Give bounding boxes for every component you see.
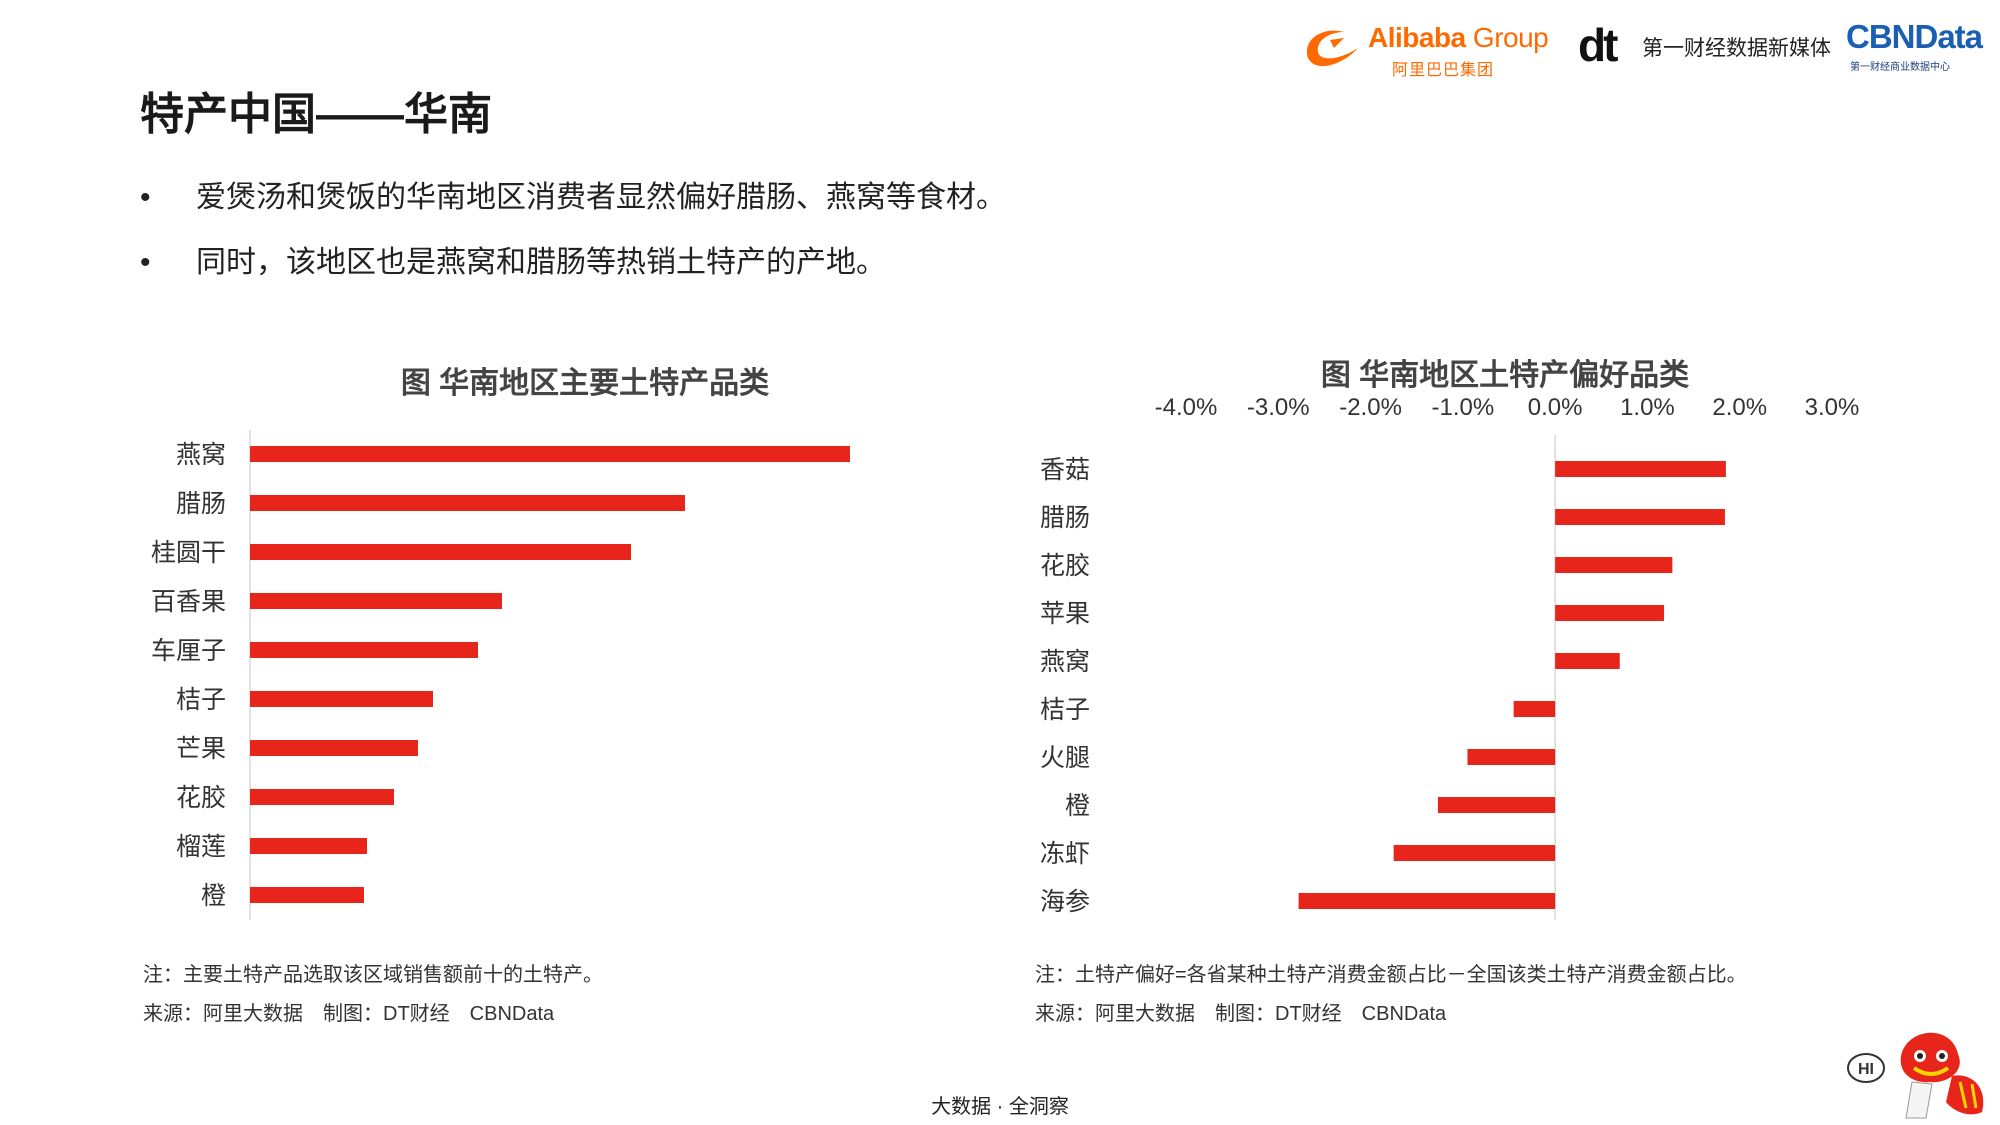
bullet-2: • 同时，该地区也是燕窝和腊肠等热销土特产的产地。: [140, 237, 886, 281]
bullet-dot: •: [140, 181, 151, 214]
left-chart-bar: [250, 691, 433, 707]
bullet-dot: •: [140, 246, 151, 279]
right-chart-title: 图 华南地区土特产偏好品类: [1320, 359, 1690, 392]
right-chart-category-label: 香菇: [1040, 456, 1090, 484]
bullet-1-text: 爱煲汤和煲饭的华南地区消费者显然偏好腊肠、燕窝等食材。: [196, 181, 1006, 214]
alibaba-group-logo: Alibaba Group 阿里巴巴集团: [1300, 18, 1562, 79]
cbndata-subtitle: 第一财经商业数据中心: [1850, 62, 1950, 73]
right-chart-source: 来源：阿里大数据 制图：DT财经 CBNData: [1035, 1003, 1447, 1025]
left-chart-category-label: 桂圆干: [151, 539, 226, 567]
left-chart-category-label: 腊肠: [176, 490, 226, 518]
left-chart-bar: [250, 740, 418, 756]
left-chart-source: 来源：阿里大数据 制图：DT财经 CBNData: [143, 1003, 555, 1025]
right-chart-tick-label: -3.0%: [1247, 394, 1310, 421]
alibaba-smile-icon: [1306, 30, 1358, 67]
cbndata-wordmark: CBNData: [1846, 18, 1983, 55]
left-chart-bar: [250, 446, 850, 462]
right-chart-category-label: 橙: [1065, 792, 1090, 820]
right-chart-bar: [1298, 893, 1556, 909]
left-chart-category-label: 车厘子: [151, 637, 226, 665]
mascot-speech-text: HI: [1858, 1061, 1874, 1078]
alibaba-group-word: Group: [1472, 22, 1549, 53]
right-chart-bar: [1437, 797, 1556, 813]
right-chart-bar: [1467, 749, 1556, 765]
left-chart-bar: [250, 887, 364, 903]
right-chart-tick-label: 2.0%: [1712, 394, 1767, 421]
page-title: 特产中国——华南: [140, 90, 492, 139]
right-chart-bar: [1555, 557, 1673, 573]
lion-mascot-icon: HI: [1847, 1032, 1984, 1119]
left-chart-bar: [250, 642, 478, 658]
left-chart-category-label: 橙: [201, 882, 226, 910]
left-chart-bar: [250, 838, 367, 854]
right-chart-category-label: 海参: [1040, 888, 1090, 916]
bullet-2-text: 同时，该地区也是燕窝和腊肠等热销土特产的产地。: [196, 246, 886, 279]
dt-text: 第一财经数据新媒体: [1642, 37, 1831, 60]
right-chart-tick-label: 3.0%: [1805, 394, 1860, 421]
left-chart-category-label: 芒果: [176, 735, 226, 763]
right-chart-bar: [1555, 461, 1726, 477]
right-chart-bar: [1513, 701, 1556, 717]
alibaba-wordmark: Alibaba Group: [1368, 22, 1549, 54]
right-chart-tick-label: 1.0%: [1620, 394, 1675, 421]
right-chart-tick-label: 0.0%: [1528, 394, 1583, 421]
right-chart-category-label: 冻虾: [1040, 840, 1090, 868]
dt-logo: dt 第一财经数据新媒体: [1578, 19, 1831, 71]
left-chart-note: 注：主要土特产品选取该区域销售额前十的土特产。: [143, 964, 603, 986]
right-chart-tick-label: -2.0%: [1339, 394, 1402, 421]
right-chart-category-label: 燕窝: [1040, 648, 1090, 676]
alibaba-cn-name: 阿里巴巴集团: [1392, 62, 1495, 79]
left-chart-title: 图 华南地区主要土特产品类: [400, 367, 770, 400]
left-chart-category-label: 榴莲: [176, 833, 226, 861]
dt-mark: dt: [1578, 19, 1618, 71]
right-chart-category-label: 火腿: [1040, 744, 1090, 772]
footer-slogan: 大数据 · 全洞察: [931, 1096, 1069, 1118]
left-chart-bar: [250, 544, 631, 560]
right-chart: -4.0% -3.0% -2.0% -1.0% 0.0% 1.0% 2.0% 3.0% 香菇腊肠…: [1040, 394, 1860, 920]
left-chart-category-label: 燕窝: [176, 441, 226, 469]
left-chart-category-label: 花胶: [176, 784, 226, 812]
right-chart-category-label: 苹果: [1040, 600, 1090, 628]
bullet-1: • 爱煲汤和煲饭的华南地区消费者显然偏好腊肠、燕窝等食材。: [140, 172, 1006, 216]
right-chart-bar: [1555, 653, 1620, 669]
right-chart-tick-label: -1.0%: [1432, 394, 1495, 421]
right-chart-note: 注：土特产偏好=各省某种土特产消费金额占比－全国该类土特产消费金额占比。: [1035, 964, 1747, 986]
right-chart-bar: [1555, 509, 1725, 525]
left-chart-category-label: 桔子: [176, 686, 226, 714]
alibaba-name: Alibaba: [1368, 22, 1466, 53]
right-chart-category-label: 花胶: [1040, 552, 1090, 580]
left-chart-bar: [250, 593, 502, 609]
right-chart-category-label: 腊肠: [1040, 504, 1090, 532]
right-chart-bar: [1393, 845, 1556, 861]
cbndata-logo: CBNData 第一财经商业数据中心: [1846, 18, 1994, 74]
left-chart-category-label: 百香果: [151, 588, 226, 616]
right-chart-bar: [1555, 605, 1665, 621]
right-chart-category-label: 桔子: [1040, 696, 1090, 724]
right-chart-tick-label: -4.0%: [1155, 394, 1218, 421]
left-chart-bar: [250, 495, 685, 511]
left-chart-bar: [250, 789, 394, 805]
